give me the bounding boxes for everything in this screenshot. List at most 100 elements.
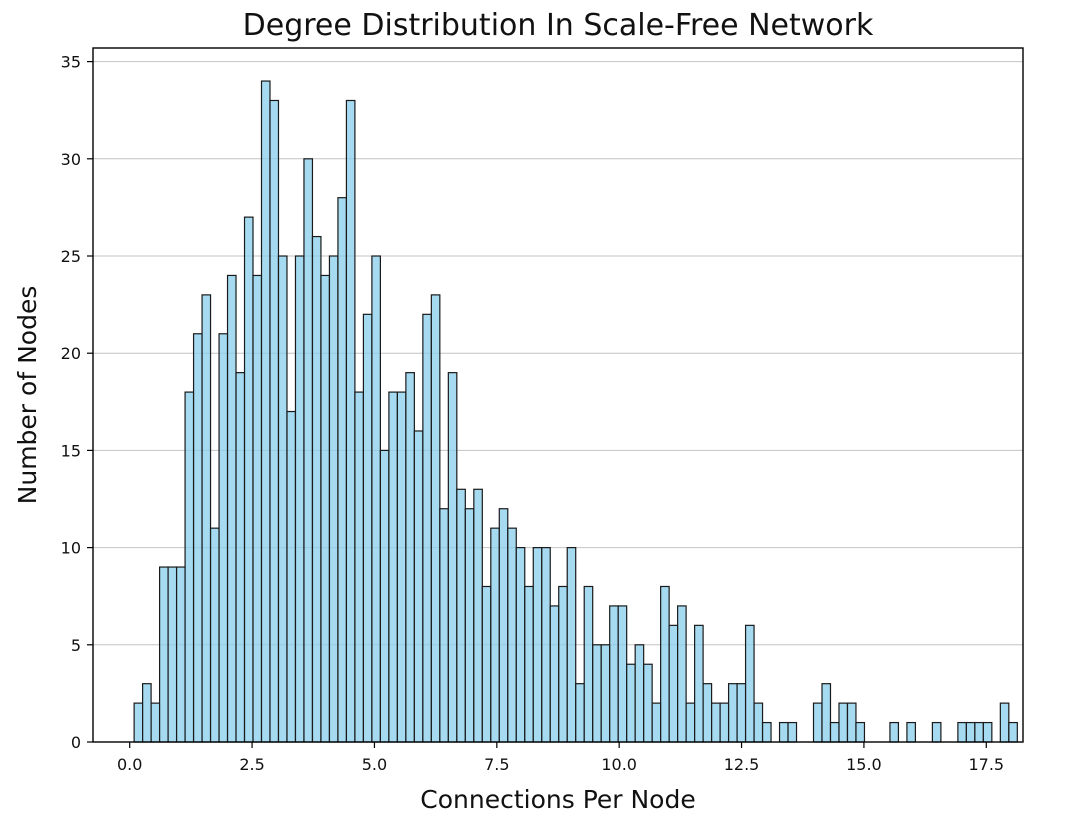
histogram-bar	[405, 372, 415, 743]
histogram-bar	[133, 702, 144, 743]
histogram-bar	[354, 391, 365, 743]
histogram-bar	[345, 99, 356, 743]
x-tick-label: 12.5	[724, 755, 760, 774]
histogram-bar	[855, 721, 866, 743]
histogram-bar	[515, 547, 526, 743]
histogram-bar	[889, 721, 900, 743]
histogram-bar	[566, 547, 577, 743]
histogram-bar	[328, 255, 339, 743]
histogram-bar	[982, 721, 993, 743]
histogram-bar	[430, 294, 441, 743]
y-tick-label: 30	[61, 150, 81, 169]
histogram-bar	[829, 721, 840, 743]
histogram-bar	[727, 683, 738, 743]
histogram-bar	[846, 702, 857, 743]
y-tick-label: 25	[61, 247, 81, 266]
y-tick-label: 0	[71, 733, 81, 752]
histogram-bar	[286, 410, 297, 743]
x-tick-label: 17.5	[968, 755, 1004, 774]
bars	[133, 80, 1018, 743]
histogram-bar	[643, 663, 653, 743]
histogram-bar	[778, 721, 789, 743]
histogram-bar	[481, 585, 492, 743]
histogram-bar	[507, 527, 517, 743]
histogram-bar	[685, 702, 696, 743]
histogram-bar	[838, 702, 849, 743]
histogram-bar	[362, 313, 373, 743]
histogram-bar	[677, 605, 687, 743]
histogram-bar	[235, 372, 246, 743]
histogram-bar	[439, 508, 449, 743]
histogram-bar	[812, 702, 823, 743]
histogram-bar	[201, 294, 212, 743]
histogram-bar	[464, 508, 475, 743]
histogram-bar	[558, 585, 568, 743]
histogram-bar	[999, 702, 1010, 743]
histogram-bar	[668, 624, 679, 743]
histogram-bar	[388, 391, 398, 743]
histogram-bar	[209, 527, 220, 743]
histogram-bar	[167, 566, 178, 743]
histogram-bar	[906, 721, 917, 743]
histogram-bar	[269, 99, 280, 743]
histogram-bar	[702, 683, 713, 743]
histogram-bar	[753, 702, 764, 743]
y-axis-label: Number of Nodes	[13, 286, 42, 505]
histogram-bar	[532, 547, 543, 743]
histogram-bar	[626, 663, 636, 743]
histogram-bar	[524, 585, 534, 743]
histogram-bar	[719, 702, 730, 743]
histogram-bar	[600, 644, 611, 743]
histogram-bar	[660, 585, 670, 743]
y-tick-label: 10	[61, 539, 81, 558]
histogram-bar	[252, 274, 263, 743]
histogram-bar	[761, 721, 772, 743]
histogram-bar	[192, 333, 203, 743]
histogram-bar	[447, 372, 458, 743]
histogram-bar	[1008, 721, 1018, 743]
histogram-bar	[744, 624, 755, 743]
histogram-bar	[541, 547, 551, 743]
histogram-bar	[184, 391, 195, 743]
histogram-bar	[583, 585, 594, 743]
histogram-bar	[371, 255, 381, 743]
histogram-bar	[736, 683, 747, 743]
histogram-bar	[957, 721, 967, 743]
x-tick-label: 5.0	[362, 755, 387, 774]
chart-title: Degree Distribution In Scale-Free Networ…	[243, 8, 874, 43]
x-tick-label: 10.0	[601, 755, 637, 774]
histogram-bar	[320, 274, 331, 743]
histogram-bar	[821, 683, 832, 743]
y-tick-label: 5	[71, 636, 81, 655]
histogram-bar	[175, 566, 186, 743]
plot-frame	[92, 47, 1024, 743]
x-axis-label: Connections Per Node	[420, 785, 695, 814]
histogram-bar	[303, 158, 314, 743]
histogram-bar	[473, 488, 483, 743]
histogram-bar	[456, 488, 466, 743]
histogram-bar	[277, 255, 288, 743]
x-tick-label: 0.0	[117, 755, 142, 774]
histogram-bar	[158, 566, 169, 743]
histogram-bar	[379, 449, 390, 743]
histogram-bar	[490, 527, 500, 743]
histogram-bar	[294, 255, 305, 743]
histogram-bar	[226, 274, 237, 743]
histogram-bar	[931, 721, 942, 743]
y-tick-label: 20	[61, 344, 81, 363]
histogram-bar	[337, 197, 348, 743]
x-tick-label: 7.5	[484, 755, 509, 774]
histogram-bar	[498, 508, 509, 743]
histogram-bar	[575, 683, 585, 743]
histogram-bar	[243, 216, 254, 743]
histogram-bar	[651, 702, 662, 743]
x-tick-label: 15.0	[846, 755, 882, 774]
x-tick-label: 2.5	[239, 755, 264, 774]
histogram-bar	[311, 235, 322, 743]
histogram-bar	[396, 391, 407, 743]
histogram-bar	[260, 80, 271, 743]
histogram-bar	[150, 702, 161, 743]
histogram-bar	[634, 644, 645, 743]
